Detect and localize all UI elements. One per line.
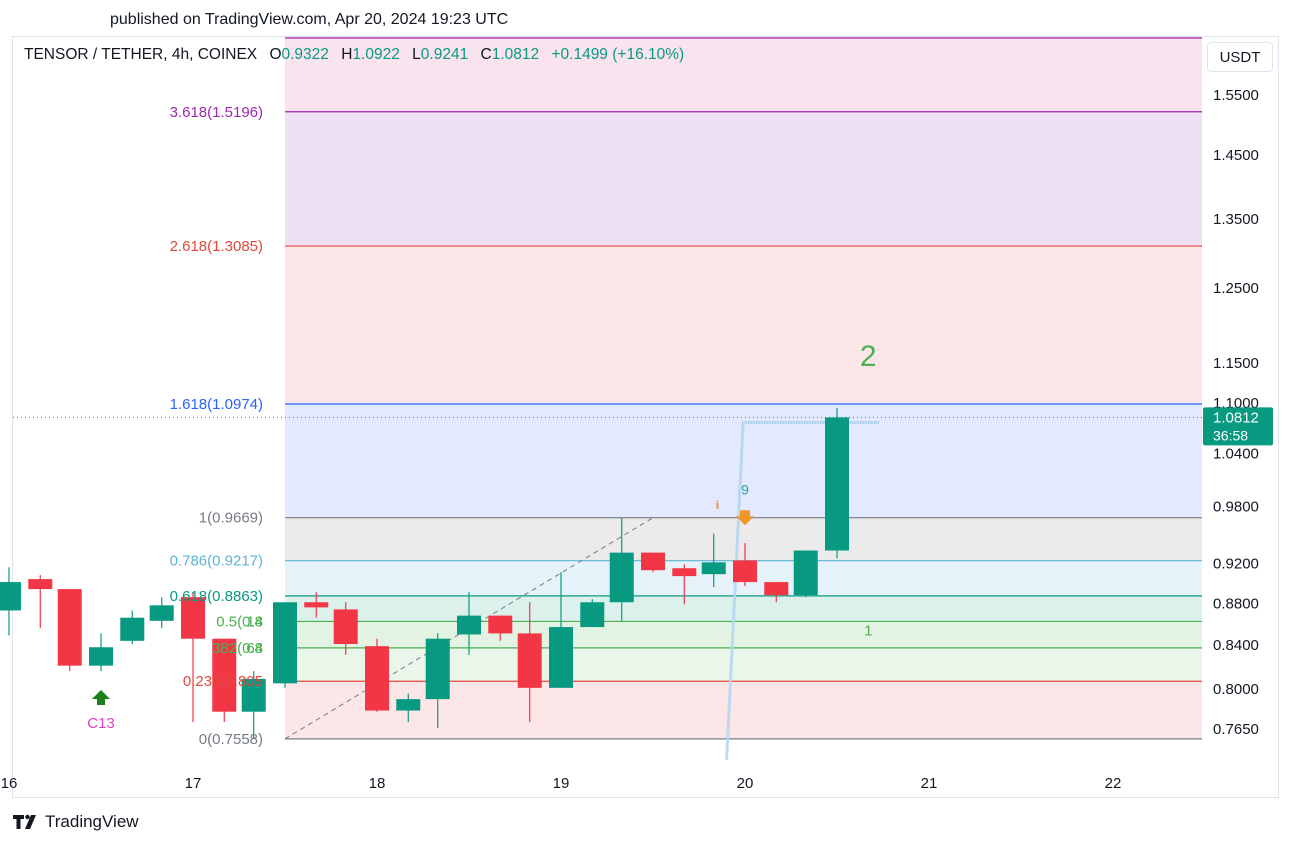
- time-tick-label: 20: [737, 775, 754, 792]
- fib-label-1.618: 1.618(1.0974): [170, 396, 263, 413]
- time-tick-label: 18: [369, 775, 386, 792]
- price-tick-label: 1.4500: [1213, 147, 1259, 164]
- fib-zone-0.618: [285, 595, 1202, 622]
- candle-body: [457, 615, 481, 635]
- legend-close-label: C: [480, 46, 492, 63]
- chart-frame: [12, 36, 1279, 798]
- candle-body: [89, 647, 113, 666]
- last-price-label: 1.0812: [1213, 409, 1259, 426]
- candle-body: [333, 609, 358, 645]
- candle-body: [57, 589, 82, 666]
- legend-high-label: H: [341, 46, 353, 63]
- tradingview-logo-icon: [13, 814, 36, 829]
- time-tick-label: 19: [553, 775, 570, 792]
- fib-label-2.618: 2.618(1.3085): [170, 238, 263, 255]
- candle-body: [365, 646, 389, 711]
- price-tick-label: 0.8400: [1213, 637, 1259, 654]
- candle-body: [149, 605, 174, 621]
- legend-symbol: TENSOR / TETHER, 4h, COINEX: [24, 46, 258, 63]
- candle-body: [517, 633, 542, 688]
- up-arrow-icon: [92, 690, 110, 705]
- price-tick-label: 0.7650: [1213, 721, 1259, 738]
- last-price-badge: [1203, 407, 1273, 446]
- candle-body: [580, 602, 605, 628]
- candle-body: [764, 582, 789, 596]
- tradingview-logo[interactable]: TradingView: [13, 812, 139, 832]
- wave-1-label: 1: [864, 623, 872, 640]
- fib-zone-0.5: [285, 621, 1202, 648]
- symbol-legend: TENSOR / TETHER, 4h, COINEX O0.9322 H1.0…: [24, 46, 684, 64]
- fib-label-0.786: 0.786(0.9217): [170, 553, 263, 570]
- legend-change: +0.1499 (+16.10%): [551, 46, 685, 63]
- legend-low-label: L: [412, 46, 421, 63]
- candle-body: [212, 638, 237, 712]
- candle-body: [488, 615, 513, 634]
- candle-body: [396, 699, 421, 711]
- fib-label-0: 0(0.7558): [199, 731, 263, 748]
- candle-body: [701, 562, 726, 575]
- price-tick-label: 0.8000: [1213, 681, 1259, 698]
- candle-body: [425, 638, 450, 700]
- fib-label-0.382: 382(0.8: [212, 640, 263, 657]
- candle-body: [0, 582, 21, 611]
- candle-body: [641, 552, 665, 571]
- c13-label: C13: [87, 715, 115, 732]
- price-tick-label: 0.9200: [1213, 555, 1259, 572]
- published-line: published on TradingView.com, Apr 20, 20…: [110, 11, 509, 28]
- candle-body: [825, 417, 849, 551]
- legend-close-value: 1.0812: [491, 46, 540, 63]
- price-tick-label: 1.2500: [1213, 280, 1259, 297]
- candle-body: [181, 597, 205, 639]
- fib-zone-0.382: [285, 647, 1202, 682]
- fib-label-partial: 14: [246, 613, 263, 630]
- fib-zone-1: [285, 517, 1202, 561]
- time-tick-label: 16: [1, 775, 18, 792]
- legend-low-value: 0.9241: [420, 46, 469, 63]
- candle-body: [120, 617, 145, 641]
- currency-unit-button[interactable]: USDT: [1207, 42, 1273, 72]
- price-tick-label: 1.1500: [1213, 355, 1259, 372]
- fib-label-3.618: 3.618(1.5196): [170, 104, 263, 121]
- candle-body: [304, 602, 329, 608]
- countdown-label: 36:58: [1213, 427, 1248, 443]
- fib-zone-3.618: [285, 111, 1202, 247]
- candle-body: [273, 602, 297, 684]
- fib-label-0.236: 0.236(0.805: [183, 673, 263, 690]
- legend-open-label: O: [269, 46, 282, 63]
- fib-zone-2.618: [285, 246, 1202, 405]
- tradingview-brand: TradingView: [45, 812, 139, 831]
- fib-zone-top: [285, 37, 1202, 112]
- fib-label-partial: 64: [246, 640, 263, 657]
- candle-body: [609, 552, 634, 603]
- price-tick-label: 1.5500: [1213, 87, 1259, 104]
- candle-body: [672, 568, 697, 577]
- fib-zone-0.236: [285, 681, 1202, 739]
- candle-body: [793, 550, 818, 596]
- price-tick-label: 0.8800: [1213, 595, 1259, 612]
- time-tick-label: 22: [1105, 775, 1122, 792]
- time-tick-label: 17: [185, 775, 202, 792]
- legend-open-value: 0.9322: [281, 46, 329, 63]
- price-tick-label: 1.3500: [1213, 211, 1259, 228]
- fib-label-0.618: 0.618(0.8863): [170, 588, 263, 605]
- candle-body: [241, 678, 266, 712]
- wave-2-label: 2: [860, 340, 877, 373]
- price-tick-label: 0.9800: [1213, 499, 1259, 516]
- td-count-label: 9: [741, 482, 749, 498]
- legend-high-value: 1.0922: [352, 46, 400, 63]
- candle-body: [733, 560, 757, 583]
- fib-label-0.5: 0.5(0.8: [216, 613, 263, 630]
- down-arrow-icon: [736, 510, 754, 526]
- price-tick-label: 1.0400: [1213, 445, 1259, 462]
- info-marker-icon: i: [716, 497, 720, 511]
- candle-body: [28, 579, 53, 590]
- time-tick-label: 21: [921, 775, 938, 792]
- fib-label-1: 1(0.9669): [199, 510, 263, 527]
- candle-body: [549, 627, 573, 688]
